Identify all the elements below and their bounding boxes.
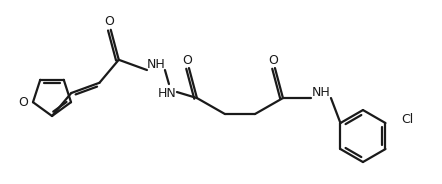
Text: NH: NH	[312, 86, 330, 99]
Text: O: O	[18, 96, 28, 109]
Text: O: O	[268, 54, 278, 67]
Text: Cl: Cl	[401, 113, 414, 125]
Text: O: O	[104, 15, 114, 28]
Text: NH: NH	[147, 58, 165, 70]
Text: O: O	[182, 54, 192, 67]
Text: HN: HN	[158, 86, 176, 100]
